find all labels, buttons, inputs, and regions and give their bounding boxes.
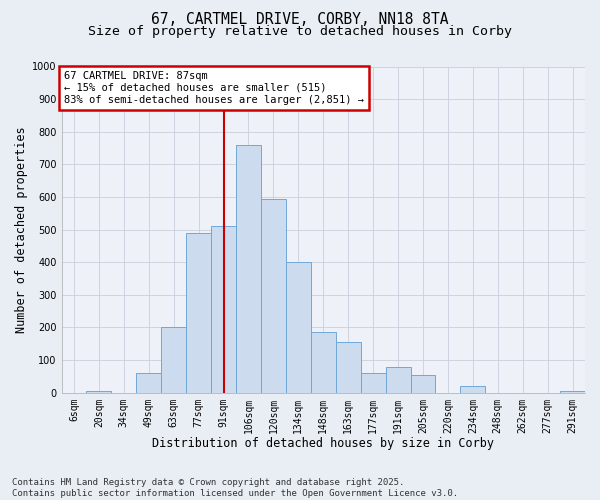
Bar — [311, 332, 336, 392]
Bar — [286, 262, 311, 392]
Bar — [86, 391, 112, 392]
Text: 67, CARTMEL DRIVE, CORBY, NN18 8TA: 67, CARTMEL DRIVE, CORBY, NN18 8TA — [151, 12, 449, 28]
Bar — [361, 373, 386, 392]
Bar — [236, 145, 261, 392]
Text: Contains HM Land Registry data © Crown copyright and database right 2025.
Contai: Contains HM Land Registry data © Crown c… — [12, 478, 458, 498]
Text: Size of property relative to detached houses in Corby: Size of property relative to detached ho… — [88, 25, 512, 38]
Text: 67 CARTMEL DRIVE: 87sqm
← 15% of detached houses are smaller (515)
83% of semi-d: 67 CARTMEL DRIVE: 87sqm ← 15% of detache… — [64, 72, 364, 104]
Bar — [386, 366, 410, 392]
Bar — [136, 373, 161, 392]
Y-axis label: Number of detached properties: Number of detached properties — [15, 126, 28, 333]
X-axis label: Distribution of detached houses by size in Corby: Distribution of detached houses by size … — [152, 437, 494, 450]
Bar — [161, 328, 186, 392]
Bar — [186, 233, 211, 392]
Bar — [261, 198, 286, 392]
Bar — [560, 391, 585, 392]
Bar — [460, 386, 485, 392]
Bar — [336, 342, 361, 392]
Bar — [211, 226, 236, 392]
Bar — [410, 375, 436, 392]
